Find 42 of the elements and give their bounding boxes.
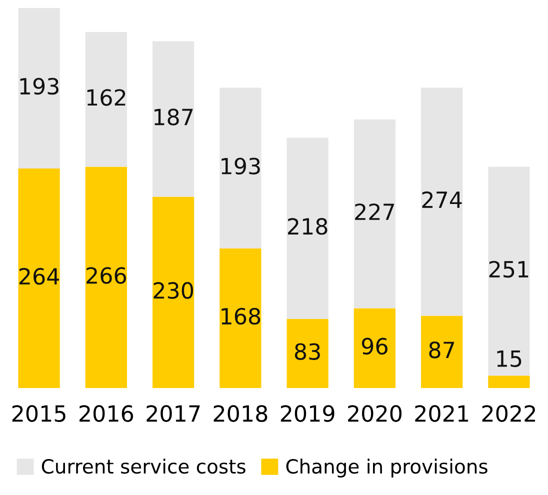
bar	[286, 138, 328, 320]
data-label: 15	[497, 350, 522, 368]
data-label: 251	[489, 260, 528, 278]
x-tick-label: 2020	[348, 405, 402, 422]
bar	[18, 8, 60, 168]
x-tick-label: 2019	[280, 405, 334, 422]
bar	[85, 32, 127, 167]
bar	[85, 166, 127, 388]
bar	[488, 166, 530, 376]
data-label: 187	[154, 108, 193, 126]
bar	[220, 248, 262, 388]
bar	[286, 319, 328, 388]
data-label: 87	[429, 342, 454, 358]
data-label: 83	[294, 343, 320, 360]
data-label: 227	[355, 203, 394, 220]
data-label: 168	[222, 308, 260, 325]
x-tick-label: 2022	[482, 405, 536, 422]
bar	[152, 196, 194, 388]
bar	[18, 168, 60, 388]
bar	[152, 41, 194, 197]
data-label: 193	[20, 78, 58, 95]
data-label: 266	[86, 267, 126, 284]
legend-label: Change in provisions	[286, 458, 488, 478]
data-label: 162	[87, 89, 126, 106]
x-tick-label: 2015	[12, 405, 66, 422]
data-label: 193	[222, 158, 260, 174]
bar	[354, 119, 396, 308]
bar	[488, 376, 530, 388]
bar	[354, 308, 396, 388]
x-tick-label: 2021	[415, 405, 468, 422]
x-tick-label: 2016	[80, 405, 134, 422]
data-label: 96	[362, 338, 388, 355]
data-label: 274	[422, 191, 462, 208]
data-label: 230	[154, 282, 194, 299]
data-label: 218	[288, 218, 328, 235]
bar	[220, 88, 262, 248]
x-tick-label: 2018	[214, 405, 268, 422]
bar	[421, 88, 463, 316]
data-label: 264	[19, 268, 60, 285]
legend-label: Current service costs	[42, 458, 246, 474]
x-tick-label: 2017	[146, 405, 200, 422]
bar	[421, 316, 463, 388]
